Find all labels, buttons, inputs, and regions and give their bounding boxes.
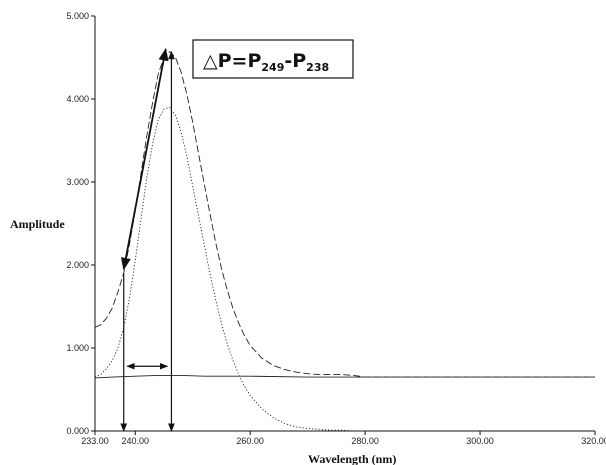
y-tick-label: 0.000	[66, 426, 89, 436]
annotation-main-b: -P	[284, 50, 306, 72]
x-tick-label: 240.00	[121, 436, 149, 446]
annotation-sub-b: 238	[306, 61, 329, 74]
y-tick-label: 1.000	[66, 343, 89, 353]
x-tick-label: 300.00	[466, 436, 494, 446]
series-line-solid	[94, 374, 595, 379]
series-group	[94, 51, 595, 432]
x-tick-label: 260.00	[236, 436, 264, 446]
y-tick-label: 4.000	[66, 94, 89, 104]
series-line-dotted	[94, 106, 366, 432]
arrow-group	[120, 47, 175, 432]
annotation-box	[192, 39, 354, 79]
x-tick-label: 280.00	[351, 436, 379, 446]
delta-p-annotation: △P=P249-P238	[192, 39, 354, 79]
y-tick-label: 2.000	[66, 260, 89, 270]
x-axis-title: Wavelength (nm)	[308, 452, 396, 465]
annotation-arrow-double	[120, 47, 169, 271]
annotation-main-a: △P=P	[203, 50, 261, 72]
y-tick-label: 3.000	[66, 177, 89, 187]
x-tick-label: 320.00	[581, 436, 606, 446]
series-line-dashed	[94, 51, 595, 378]
annotation-formula: △P=P249-P238	[203, 50, 329, 74]
y-tick-label: 5.000	[66, 11, 89, 21]
tick-group: 0.000 1.000 2.000 3.000 4.000 5.000 233.00 240.…	[66, 11, 606, 446]
x-tick-label: 233.00	[81, 436, 109, 446]
y-axis-title: Amplitude	[10, 217, 65, 231]
chart-axes	[94, 16, 595, 432]
annotation-sub-a: 249	[261, 61, 284, 74]
